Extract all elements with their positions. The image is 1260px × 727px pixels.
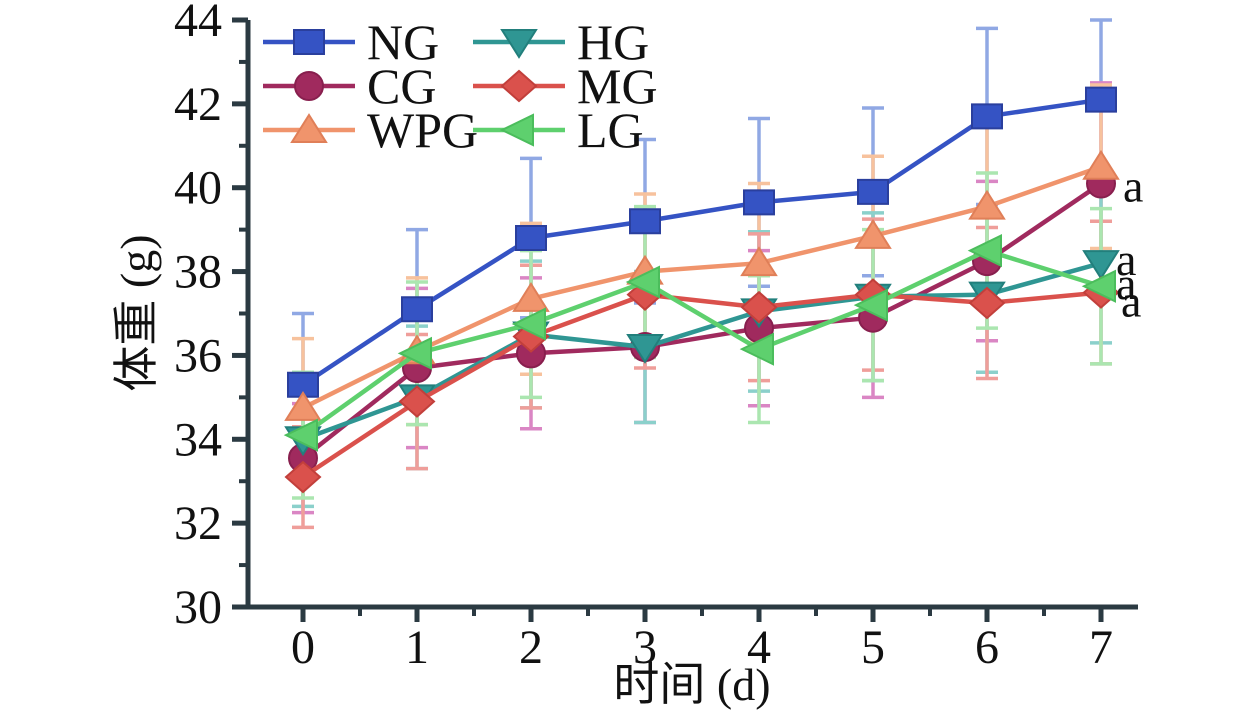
data-point-marker-LG: [397, 336, 432, 370]
x-tick-label: 6: [975, 621, 999, 674]
x-tick-label: 1: [405, 621, 429, 674]
x-tick-label: 2: [519, 621, 543, 674]
data-point-marker-NG: [401, 296, 433, 323]
x-tick-label: 4: [747, 621, 771, 674]
legend-label: WPG: [367, 102, 478, 158]
legend-item-WPG: WPG: [263, 102, 478, 158]
data-point-marker-WPG: [1082, 149, 1120, 180]
y-tick-label: 34: [174, 413, 222, 466]
legend-marker-triangle-up: [290, 113, 328, 143]
data-point-marker-LG: [625, 265, 660, 299]
y-tick-label: 44: [174, 0, 222, 47]
data-point-marker-NG: [287, 371, 319, 398]
legend-marker-circle: [293, 71, 325, 101]
x-axis-title: 时间 (d): [613, 659, 770, 710]
y-tick-label: 32: [174, 497, 222, 550]
significance-label-CG: a: [1123, 161, 1143, 212]
data-point-marker-LG: [967, 234, 1002, 268]
data-point-marker-LG: [853, 288, 888, 322]
series-line-CG: [301, 181, 1103, 460]
series-line-LG: [301, 248, 1102, 437]
series-line-MG: [301, 290, 1102, 479]
data-point-marker-LG: [739, 332, 774, 366]
legend-label: NG: [367, 14, 439, 70]
data-point-marker-HG: [626, 334, 664, 364]
series-line-NG: [301, 97, 1102, 387]
data-point-marker-NG: [971, 103, 1003, 130]
x-tick-label: 5: [861, 621, 885, 674]
data-point-marker-MG: [740, 290, 778, 324]
significance-label-HG: a: [1116, 234, 1136, 285]
data-point-marker-MG: [284, 460, 322, 494]
series-LG: [283, 234, 1116, 452]
series-NG: [287, 86, 1117, 398]
legend-label: HG: [577, 14, 649, 70]
series-WPG: [284, 149, 1120, 421]
y-tick-label: 30: [174, 581, 222, 634]
y-tick-label: 38: [174, 246, 222, 299]
data-point-marker-LG: [283, 418, 318, 452]
data-point-marker-NG: [743, 189, 775, 216]
data-point-marker-WPG: [284, 390, 322, 421]
legend-item-HG: HG: [473, 14, 649, 70]
data-point-marker-WPG: [854, 219, 892, 249]
legend-item-LG: LG: [473, 102, 644, 158]
x-tick-label: 0: [291, 621, 315, 674]
legend-item-NG: NG: [263, 14, 439, 70]
series-line-HG: [302, 261, 1102, 442]
legend-marker-triangle-down: [500, 29, 538, 59]
legend-label: LG: [577, 102, 644, 158]
series-line-WPG: [301, 164, 1102, 410]
data-point-marker-LG: [1081, 269, 1116, 303]
significance-label-MG: a: [1121, 276, 1141, 327]
x-tick-label: 3: [633, 621, 657, 674]
significance-label-LG: a: [1116, 258, 1136, 309]
data-point-marker-WPG: [968, 189, 1006, 220]
x-tick-label: 7: [1089, 621, 1113, 674]
data-point-marker-MG: [968, 286, 1006, 320]
legend-marker-triangle-left: [499, 113, 534, 147]
data-point-marker-WPG: [740, 246, 778, 277]
legend-label: CG: [367, 58, 436, 114]
legend-item-MG: MG: [473, 58, 658, 114]
data-point-marker-WPG: [512, 281, 550, 312]
y-axis-title: 体重 (g): [111, 234, 162, 391]
data-point-marker-NG: [1085, 86, 1117, 113]
legend-marker-square: [293, 29, 325, 55]
data-point-marker-NG: [515, 225, 547, 252]
data-point-marker-MG: [398, 385, 436, 418]
axis-titles: 体重 (g) 时间 (d): [111, 234, 771, 710]
data-point-marker-NG: [629, 208, 661, 235]
legend-marker-diamond: [500, 69, 538, 103]
y-tick-label: 40: [174, 162, 222, 215]
data-point-marker-LG: [511, 307, 546, 341]
legend-item-CG: CG: [263, 58, 436, 114]
legend-label: MG: [577, 58, 658, 114]
y-tick-label: 42: [174, 78, 222, 131]
y-tick-label: 36: [174, 329, 222, 382]
data-point-marker-HG: [1082, 250, 1120, 281]
data-point-marker-NG: [857, 178, 889, 205]
